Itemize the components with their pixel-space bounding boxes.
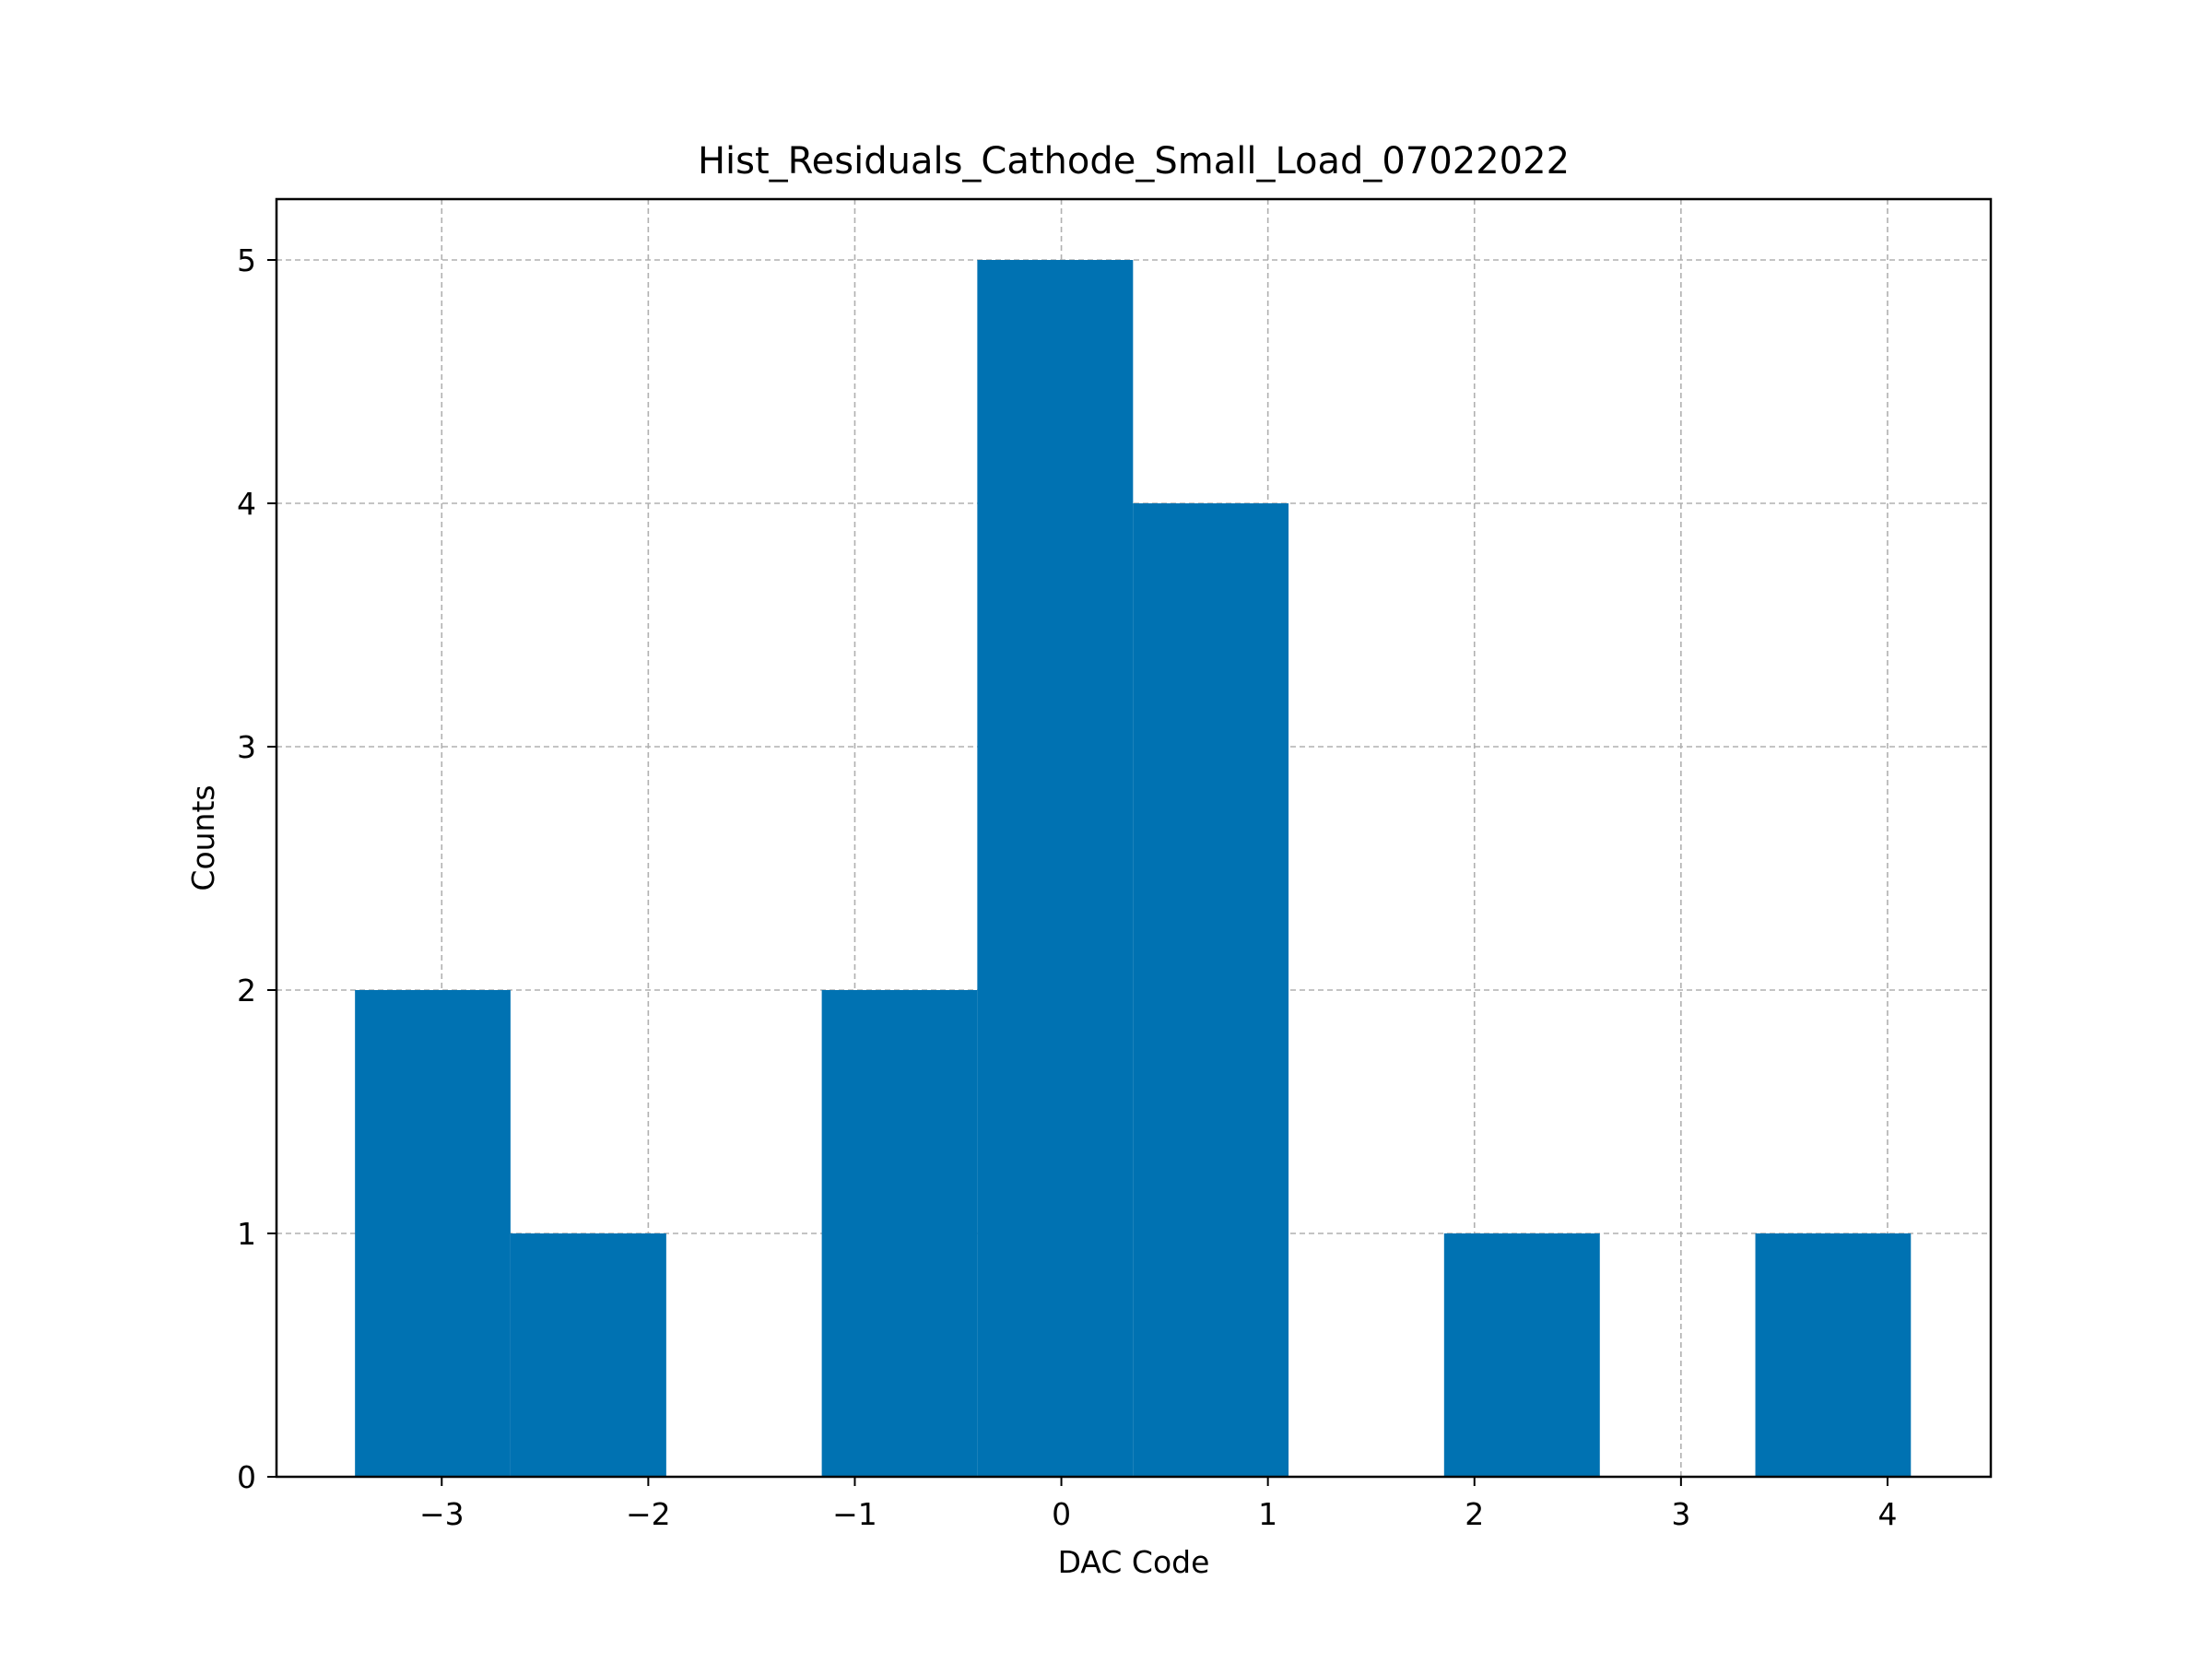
x-tick-label: −1 [832, 1496, 877, 1532]
y-tick-label: 0 [237, 1459, 256, 1495]
x-axis-label: DAC Code [1058, 1544, 1210, 1580]
histogram-bar [977, 260, 1134, 1477]
x-tick-label: 2 [1465, 1496, 1484, 1532]
x-tick-label: 4 [1877, 1496, 1897, 1532]
x-tick-label: −3 [419, 1496, 465, 1532]
histogram-bar [1443, 1233, 1600, 1477]
y-tick-label: 5 [237, 242, 256, 278]
histogram-bar [1133, 503, 1289, 1477]
x-tick-label: 3 [1671, 1496, 1690, 1532]
y-tick-label: 1 [237, 1216, 256, 1252]
plot-frame [275, 197, 1993, 1479]
histogram-bar [821, 990, 978, 1477]
y-tick-label: 2 [237, 973, 256, 1008]
histogram-bars [355, 260, 1912, 1477]
axis-ticks: −3 −2 −1 0 1 2 3 4 0 1 2 3 4 5 [237, 242, 1897, 1532]
x-tick-label: 0 [1052, 1496, 1071, 1532]
histogram-bar [1755, 1233, 1912, 1477]
chart-title: Hist_Residuals_Cathode_Small_Load_070220… [698, 140, 1570, 183]
y-axis-label: Counts [185, 784, 221, 890]
y-tick-label: 3 [237, 729, 256, 765]
x-tick-label: −2 [626, 1496, 671, 1532]
y-tick-label: 4 [237, 486, 256, 522]
histogram-bar [510, 1233, 666, 1477]
histogram-bar [355, 990, 511, 1477]
x-tick-label: 1 [1258, 1496, 1277, 1532]
